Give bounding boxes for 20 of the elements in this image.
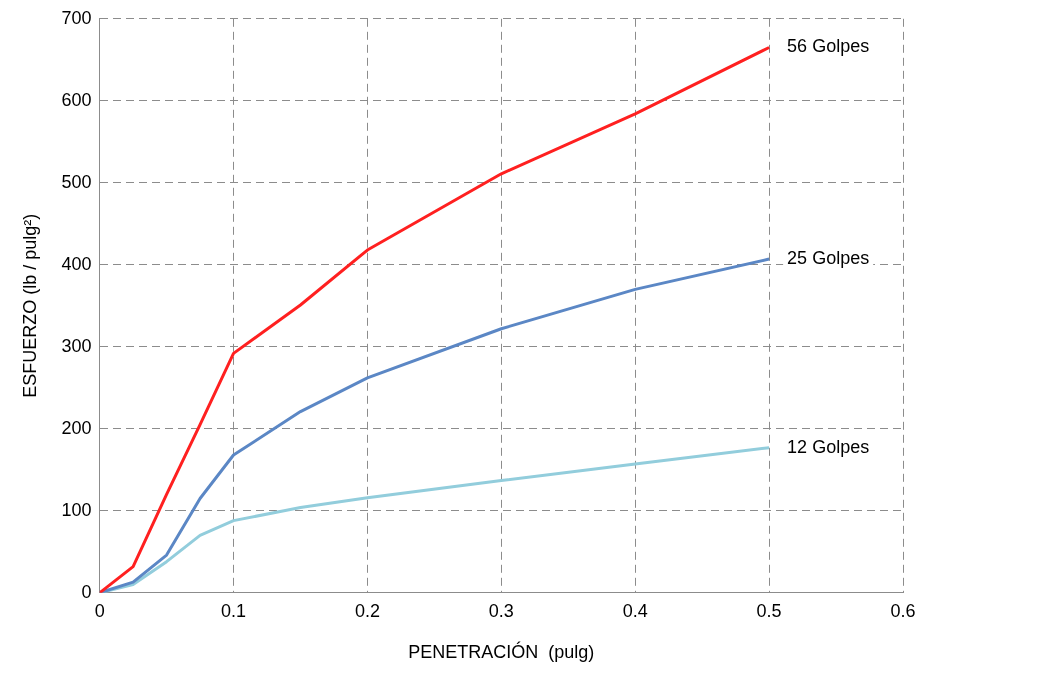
x-tick-label: 0.5: [756, 600, 782, 621]
y-tick-label: 0: [81, 581, 92, 602]
y-axis-title: ESFUERZO (lb / pulg²): [19, 213, 40, 398]
x-tick-label: 0.6: [890, 600, 916, 621]
x-tick-label: 0.1: [221, 600, 247, 621]
y-tick-label: 200: [61, 417, 92, 438]
y-tick-label: 500: [61, 171, 92, 192]
y-tick-label: 400: [61, 253, 92, 274]
x-tick-label: 0.2: [354, 600, 380, 621]
y-tick-label: 300: [61, 335, 92, 356]
y-tick-label: 600: [61, 89, 92, 110]
series-label: 12 Golpes: [787, 436, 870, 457]
series-label: 25 Golpes: [787, 248, 870, 269]
series-label: 56 Golpes: [787, 36, 870, 57]
y-tick-label: 700: [61, 7, 92, 28]
y-tick-label: 100: [61, 499, 92, 520]
x-tick-label: 0.3: [488, 600, 514, 621]
x-axis-title: PENETRACIÓN (pulg): [408, 641, 595, 663]
x-tick-label: 0.4: [622, 600, 648, 621]
x-tick-label: 0: [94, 600, 105, 621]
